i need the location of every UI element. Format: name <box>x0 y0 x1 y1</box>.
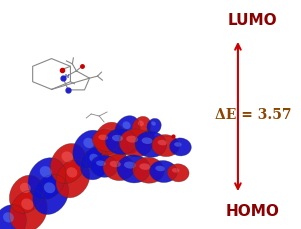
Ellipse shape <box>104 129 113 138</box>
Ellipse shape <box>98 135 108 141</box>
Text: N: N <box>64 74 68 79</box>
Text: ΔE = 3.57: ΔE = 3.57 <box>215 108 291 121</box>
Ellipse shape <box>157 140 167 146</box>
Ellipse shape <box>3 212 14 223</box>
Ellipse shape <box>147 119 161 134</box>
Ellipse shape <box>102 138 127 167</box>
Ellipse shape <box>138 121 144 127</box>
Ellipse shape <box>144 134 149 138</box>
Ellipse shape <box>169 138 191 156</box>
Ellipse shape <box>9 175 43 213</box>
Ellipse shape <box>152 135 179 157</box>
Ellipse shape <box>67 167 77 178</box>
Ellipse shape <box>110 144 118 152</box>
Ellipse shape <box>135 132 167 158</box>
Ellipse shape <box>126 136 138 143</box>
Ellipse shape <box>151 122 156 126</box>
Ellipse shape <box>174 143 182 147</box>
Ellipse shape <box>133 158 164 183</box>
Ellipse shape <box>20 183 31 193</box>
Ellipse shape <box>117 155 150 183</box>
Ellipse shape <box>110 161 121 168</box>
Ellipse shape <box>56 160 90 198</box>
Ellipse shape <box>61 152 73 163</box>
Ellipse shape <box>10 190 47 229</box>
Text: LUMO: LUMO <box>228 12 278 27</box>
Ellipse shape <box>167 164 189 182</box>
Ellipse shape <box>50 144 86 184</box>
Ellipse shape <box>33 175 69 215</box>
Ellipse shape <box>40 166 52 178</box>
Ellipse shape <box>105 129 137 155</box>
Ellipse shape <box>155 166 165 172</box>
Ellipse shape <box>80 147 110 180</box>
Ellipse shape <box>0 205 26 229</box>
Ellipse shape <box>96 161 106 166</box>
Ellipse shape <box>73 131 107 169</box>
Ellipse shape <box>140 131 154 146</box>
Ellipse shape <box>123 122 131 130</box>
Ellipse shape <box>132 117 151 138</box>
Ellipse shape <box>115 116 140 145</box>
Ellipse shape <box>172 168 179 173</box>
Text: HOMO: HOMO <box>226 204 280 218</box>
Ellipse shape <box>123 133 142 154</box>
Ellipse shape <box>21 199 33 210</box>
Ellipse shape <box>112 135 123 142</box>
Ellipse shape <box>124 162 136 169</box>
Ellipse shape <box>141 138 153 144</box>
Ellipse shape <box>28 158 66 200</box>
Ellipse shape <box>103 155 135 181</box>
Ellipse shape <box>150 161 177 183</box>
Ellipse shape <box>119 129 153 157</box>
Ellipse shape <box>129 137 135 143</box>
Ellipse shape <box>89 154 99 163</box>
Ellipse shape <box>139 164 150 170</box>
Ellipse shape <box>92 130 120 152</box>
Ellipse shape <box>44 183 55 193</box>
Ellipse shape <box>90 155 118 177</box>
Ellipse shape <box>83 138 94 148</box>
Ellipse shape <box>95 123 124 155</box>
